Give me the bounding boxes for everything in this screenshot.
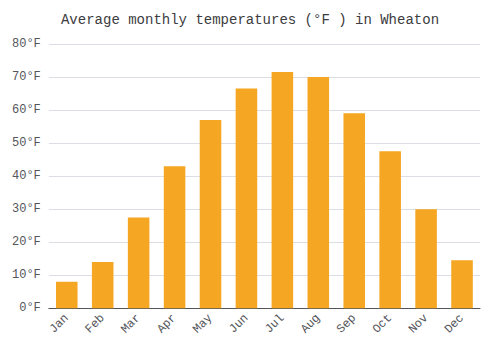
svg-text:Mar: Mar — [118, 311, 143, 336]
svg-text:10°F: 10°F — [12, 268, 41, 282]
svg-text:Jul: Jul — [262, 311, 287, 336]
svg-text:80°F: 80°F — [12, 37, 41, 51]
svg-text:70°F: 70°F — [12, 70, 41, 84]
svg-text:Dec: Dec — [442, 311, 467, 336]
svg-text:0°F: 0°F — [19, 301, 41, 315]
svg-text:Sep: Sep — [334, 311, 359, 336]
svg-text:Oct: Oct — [370, 311, 395, 336]
svg-text:20°F: 20°F — [12, 235, 41, 249]
svg-text:Jun: Jun — [226, 311, 251, 336]
svg-text:60°F: 60°F — [12, 103, 41, 117]
svg-text:50°F: 50°F — [12, 136, 41, 150]
svg-text:Apr: Apr — [154, 311, 179, 336]
svg-text:Aug: Aug — [298, 311, 323, 336]
svg-text:40°F: 40°F — [12, 169, 41, 183]
svg-text:Nov: Nov — [406, 311, 431, 336]
svg-text:Average monthly temperatures (: Average monthly temperatures (°F ) in Wh… — [61, 12, 439, 28]
svg-text:30°F: 30°F — [12, 202, 41, 216]
svg-text:Feb: Feb — [82, 311, 107, 336]
svg-text:May: May — [190, 311, 215, 336]
svg-text:Jan: Jan — [47, 311, 72, 336]
